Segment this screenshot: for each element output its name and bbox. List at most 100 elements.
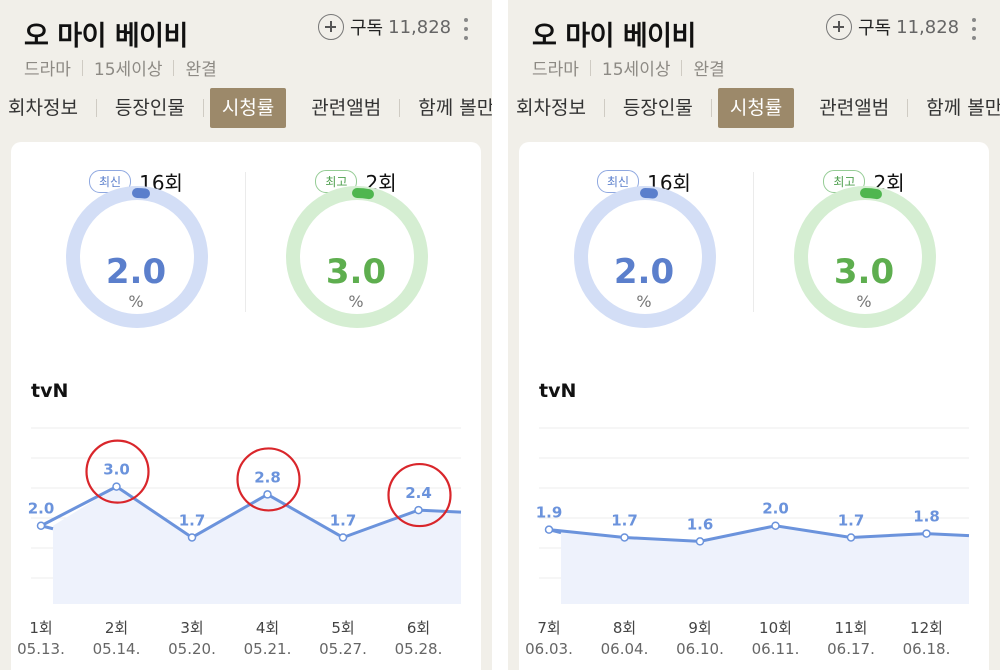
x-date-label: 05.14. — [93, 640, 141, 658]
x-tick-label: 8회 — [613, 619, 636, 637]
data-label: 1.7 — [179, 511, 206, 529]
tab-episodes[interactable]: 회차정보 — [516, 97, 586, 119]
x-tick-label: 6회 — [407, 619, 430, 637]
data-point — [36, 521, 46, 530]
series-line — [548, 524, 970, 543]
x-tick-label: 10회 — [759, 619, 792, 637]
data-point — [846, 533, 856, 542]
more-options-icon[interactable] — [463, 18, 469, 42]
tab-cast[interactable]: 등장인물 — [114, 97, 185, 119]
latest-value: 2.0 — [613, 252, 675, 292]
x-tick-label: 7회 — [537, 619, 560, 637]
subscribe-button[interactable]: 구독 11,828 — [826, 14, 959, 40]
subscribe-label: 구독 — [858, 18, 892, 39]
plus-icon — [826, 14, 852, 40]
x-date-label: 06.04. — [601, 640, 649, 658]
page-title: 오 마이 베이비 — [24, 21, 188, 52]
tab-cast[interactable]: 등장인물 — [622, 97, 693, 119]
data-label: 1.7 — [330, 511, 357, 529]
tab-episodes[interactable]: 회차정보 — [8, 97, 78, 119]
latest-ring — [66, 186, 208, 328]
ratings-line-chart: 2.0 1회 05.13. 3.0 2회 05.14. 1.7 3회 05.20. 2.8 4회 05… — [17, 427, 462, 658]
chart-area — [53, 486, 461, 604]
latest-value: 2.0 — [105, 252, 167, 292]
data-label: 1.7 — [611, 511, 638, 529]
genre: 드라마 — [24, 60, 71, 80]
data-label: 3.0 — [103, 461, 130, 479]
meta-info: 드라마 15세이상 완결 — [532, 55, 725, 80]
tab-ratings[interactable]: 시청률 — [209, 88, 287, 128]
latest-unit: % — [636, 292, 652, 311]
subscribe-label: 구독 — [350, 18, 384, 39]
latest-ring — [574, 186, 716, 328]
data-point — [695, 537, 705, 546]
tab-albums[interactable]: 관련앨범 — [311, 97, 382, 119]
page-title: 오 마이 베이비 — [532, 21, 696, 52]
plus-icon — [318, 14, 344, 40]
highlight-circle — [236, 447, 301, 512]
network-label: tvN — [31, 380, 69, 402]
highlight-circle — [387, 462, 452, 528]
best-value: 3.0 — [325, 252, 387, 292]
data-point — [263, 490, 272, 499]
data-point — [338, 533, 348, 542]
x-date-label: 06.11. — [752, 640, 800, 658]
data-point — [187, 533, 197, 542]
latest-ring-fill — [576, 188, 714, 326]
chart-area — [561, 525, 969, 604]
subscribe-button[interactable]: 구독 11,828 — [318, 14, 451, 40]
tab-recommend[interactable]: 함께 볼만 — [418, 97, 492, 119]
data-label: 2.4 — [405, 484, 432, 502]
data-label: 1.9 — [536, 504, 563, 522]
best-ring-fill — [288, 188, 426, 326]
x-tick-label: 3회 — [180, 619, 203, 637]
tab-albums[interactable]: 관련앨범 — [819, 97, 890, 119]
x-date-label: 05.20. — [168, 640, 216, 658]
subscriber-count: 11,828 — [388, 16, 452, 38]
data-label: 1.8 — [913, 508, 940, 526]
data-label: 1.6 — [687, 515, 714, 533]
best-ring — [286, 186, 428, 328]
x-tick-label: 12회 — [910, 619, 943, 637]
age-rating: 15세이상 — [601, 60, 671, 80]
data-point — [112, 482, 121, 491]
x-tick-label: 2회 — [105, 619, 128, 637]
data-label: 1.7 — [838, 511, 865, 529]
best-value: 3.0 — [833, 252, 895, 292]
data-point — [922, 529, 931, 538]
latest-ring-fill — [68, 188, 206, 326]
x-date-label: 05.21. — [244, 640, 292, 658]
data-label: 2.0 — [762, 500, 789, 518]
panel-right: 오 마이 베이비 구독 11,828 드라마 15세이상 완결 회차정보 등장인… — [508, 0, 1000, 670]
x-tick-label: 5회 — [331, 619, 354, 637]
x-date-label: 06.18. — [903, 640, 951, 658]
panel-left: 오 마이 베이비 구독 11,828 드라마 15세이상 완결 회차정보 등장인… — [0, 0, 492, 670]
series-line — [36, 484, 462, 540]
x-date-label: 06.10. — [676, 640, 724, 658]
genre: 드라마 — [532, 60, 579, 80]
x-tick-label: 9회 — [688, 619, 711, 637]
ratings-card: 최신 16회 2.0 % 최고 2회 3.0 % tvN 1.9 7회 06.03.… — [519, 142, 989, 670]
tab-ratings[interactable]: 시청률 — [717, 88, 795, 128]
ratings-line-chart: 1.9 7회 06.03. 1.7 8회 06.04. 1.6 9회 06.10. 2.0 10회 0… — [525, 427, 970, 658]
status: 완결 — [185, 60, 217, 80]
status: 완결 — [693, 60, 725, 80]
x-tick-label: 1회 — [29, 619, 52, 637]
x-tick-label: 11회 — [835, 619, 868, 637]
best-unit: % — [348, 292, 364, 311]
data-label: 2.0 — [28, 500, 55, 518]
best-ring — [794, 186, 936, 328]
x-date-label: 05.28. — [395, 640, 443, 658]
x-date-label: 06.03. — [525, 640, 573, 658]
highlight-circle — [85, 439, 150, 504]
tab-bar: 회차정보 등장인물 시청률 관련앨범 함께 볼만 — [508, 88, 1000, 128]
x-date-label: 06.17. — [827, 640, 875, 658]
tab-bar: 회차정보 등장인물 시청률 관련앨범 함께 볼만 — [0, 88, 492, 128]
data-point — [620, 533, 629, 542]
tab-recommend[interactable]: 함께 볼만 — [926, 97, 1000, 119]
more-options-icon[interactable] — [971, 18, 977, 42]
data-point — [414, 505, 423, 515]
best-unit: % — [856, 292, 872, 311]
data-label: 2.8 — [254, 468, 281, 486]
meta-info: 드라마 15세이상 완결 — [24, 55, 217, 80]
